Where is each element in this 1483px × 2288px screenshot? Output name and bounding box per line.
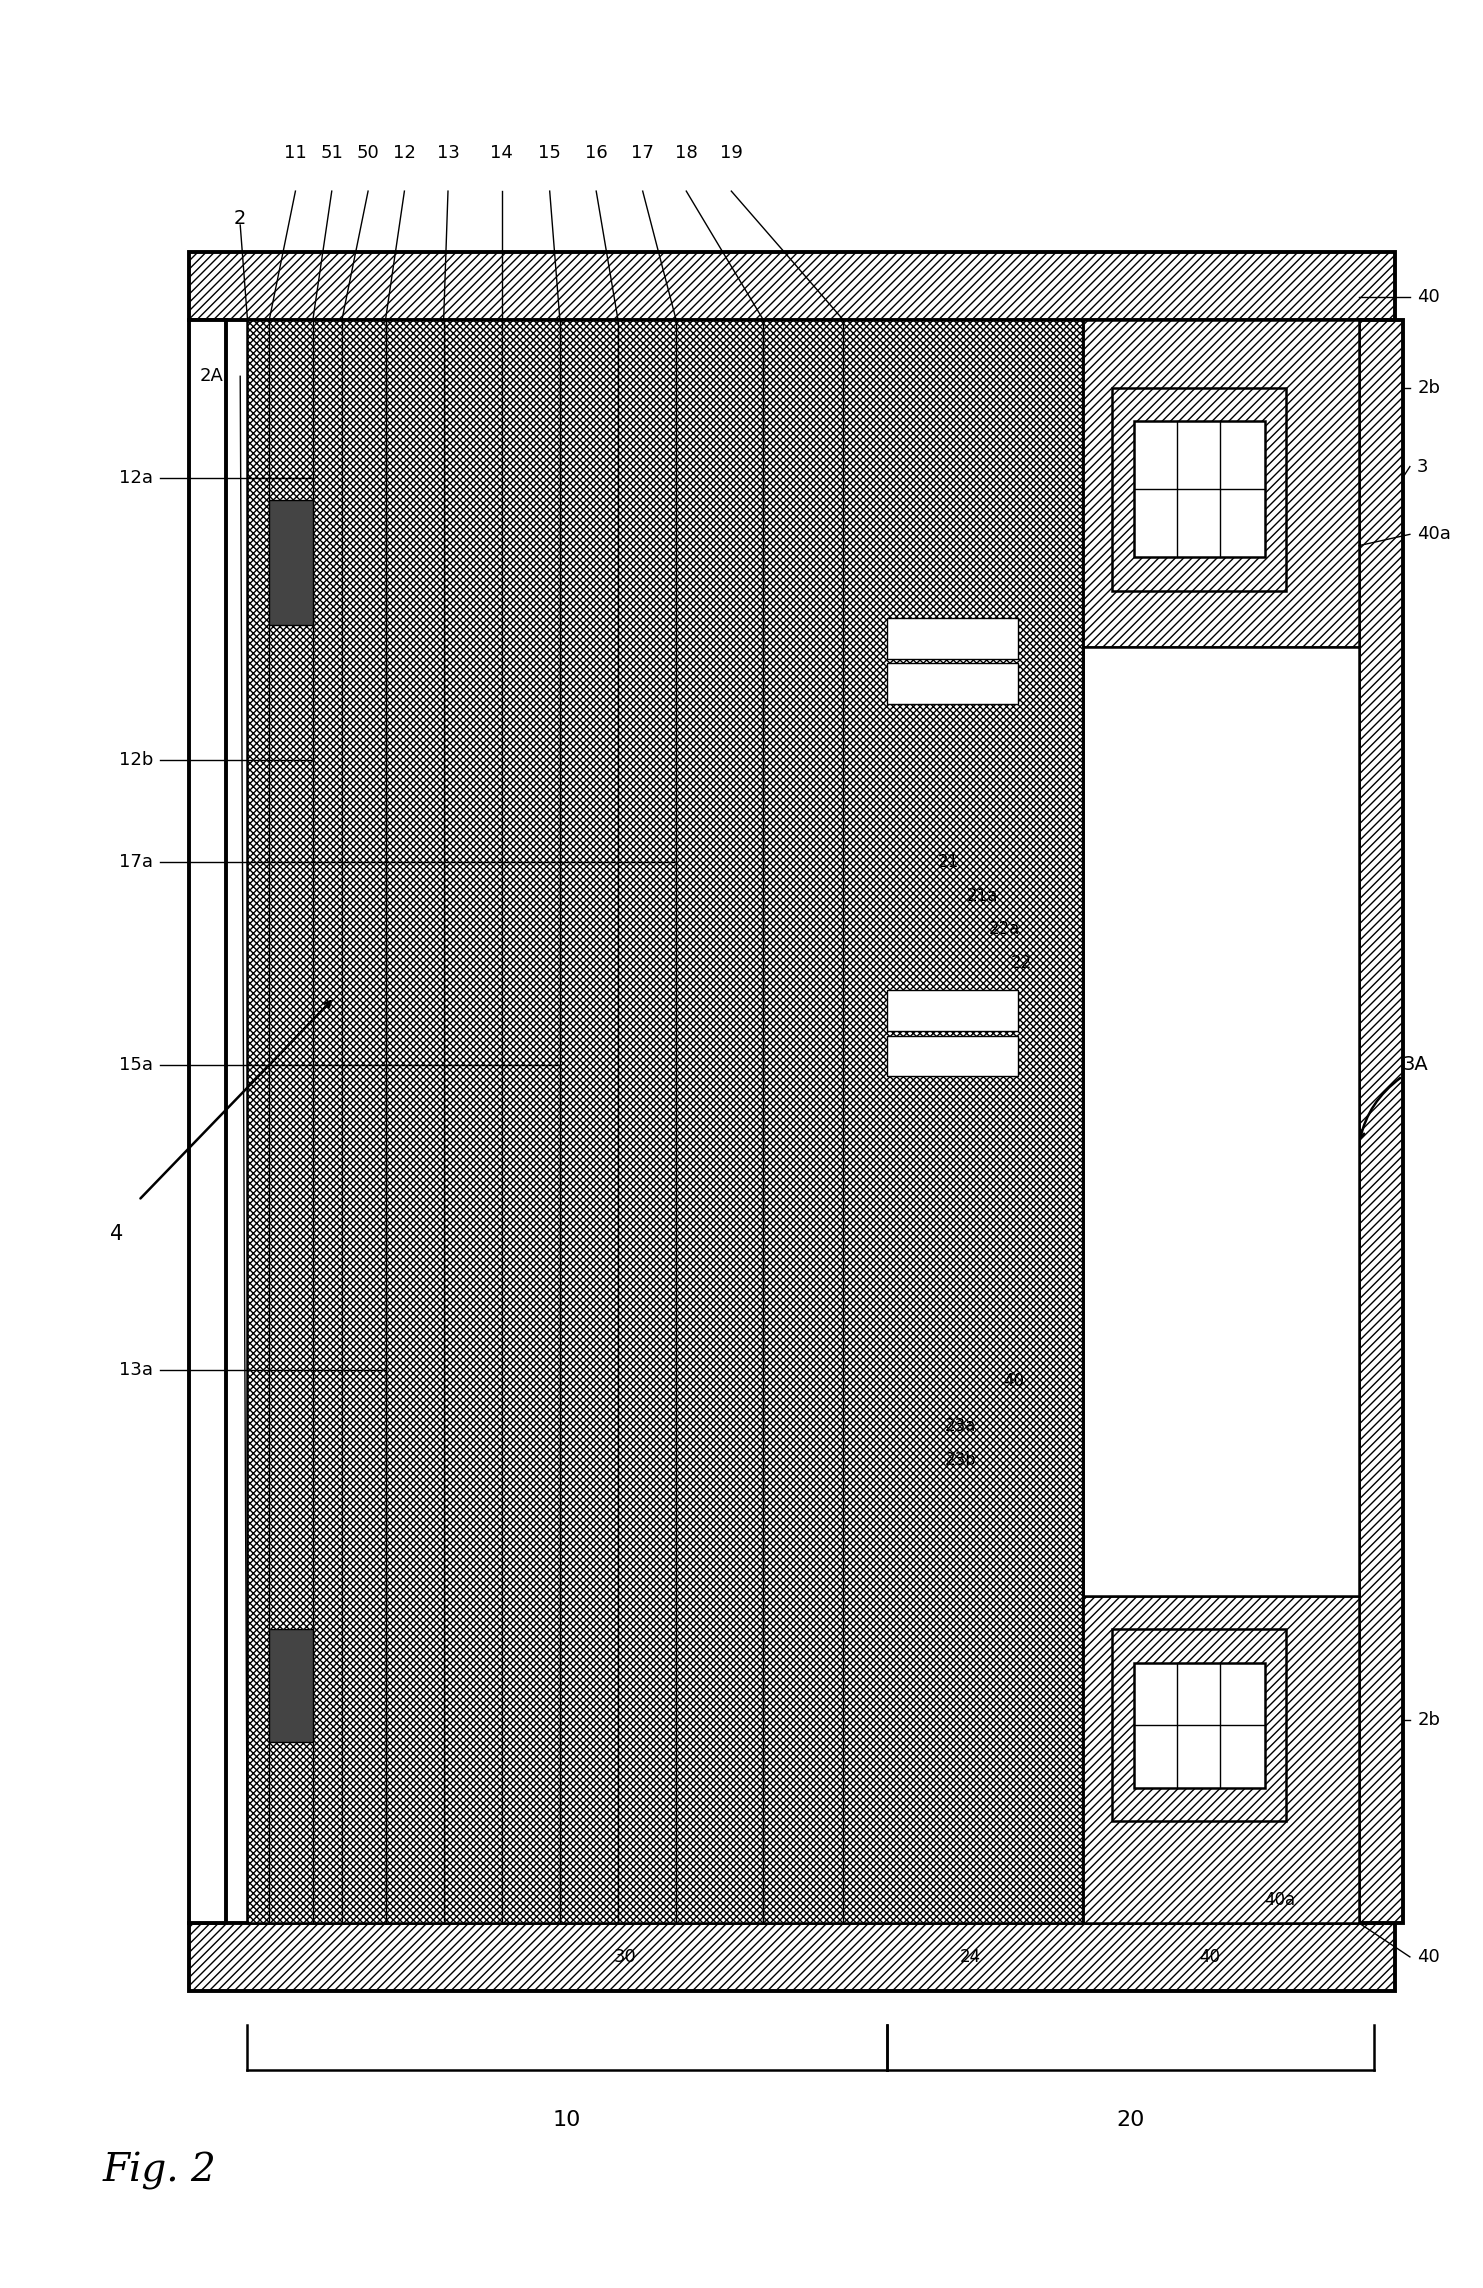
Polygon shape (1358, 320, 1403, 1922)
Text: 16: 16 (584, 144, 608, 162)
Text: 18: 18 (675, 144, 697, 162)
Text: 12a: 12a (119, 469, 153, 487)
Text: 3: 3 (1418, 458, 1428, 476)
Text: 40: 40 (1200, 1947, 1221, 1965)
Polygon shape (190, 320, 225, 1922)
Text: 30: 30 (614, 1947, 636, 1965)
Text: 15: 15 (538, 144, 561, 162)
Text: 23b: 23b (945, 1451, 977, 1469)
Text: 40: 40 (1003, 1373, 1025, 1391)
Text: 10: 10 (553, 2110, 581, 2130)
Text: 51: 51 (320, 144, 343, 162)
Text: 13: 13 (436, 144, 460, 162)
Text: 3A: 3A (1403, 1055, 1428, 1075)
Bar (887, 664, 1017, 705)
Text: 40a: 40a (1265, 1892, 1296, 1910)
Bar (887, 618, 1017, 659)
Text: 22a: 22a (989, 920, 1020, 938)
Polygon shape (1112, 1629, 1286, 1821)
Text: 14: 14 (491, 144, 513, 162)
Text: 21: 21 (937, 853, 960, 872)
Polygon shape (1083, 320, 1358, 648)
Text: 2: 2 (234, 208, 246, 229)
Text: 40: 40 (1418, 1947, 1440, 1965)
Polygon shape (190, 1922, 1396, 1991)
Bar (1134, 421, 1265, 556)
Polygon shape (1083, 1595, 1358, 1922)
Text: 21a: 21a (967, 888, 998, 904)
Text: 12b: 12b (119, 750, 153, 769)
Bar (1134, 1663, 1265, 1787)
Text: 4: 4 (110, 1224, 123, 1245)
Text: Fig. 2: Fig. 2 (102, 2153, 217, 2190)
Polygon shape (190, 252, 1396, 320)
Text: 2b: 2b (1418, 378, 1440, 396)
Text: 22: 22 (1010, 954, 1032, 972)
Text: 17: 17 (632, 144, 654, 162)
Bar (887, 1036, 1017, 1075)
Polygon shape (1112, 387, 1286, 590)
Text: 40a: 40a (1418, 526, 1450, 542)
Text: 19: 19 (719, 144, 743, 162)
Text: 20: 20 (1117, 2110, 1145, 2130)
Text: 23a: 23a (945, 1416, 976, 1435)
Bar (887, 991, 1017, 1032)
Text: 40: 40 (1418, 288, 1440, 307)
Text: 50: 50 (357, 144, 380, 162)
Text: 12: 12 (393, 144, 415, 162)
Polygon shape (248, 320, 1083, 1922)
Text: 24: 24 (960, 1947, 980, 1965)
Bar (1083, 648, 1358, 1595)
Text: 2A: 2A (199, 368, 222, 384)
Text: 13a: 13a (119, 1361, 153, 1380)
Text: 15a: 15a (119, 1057, 153, 1073)
Text: 2b: 2b (1418, 1711, 1440, 1730)
Text: 17a: 17a (119, 853, 153, 872)
Polygon shape (270, 1629, 313, 1743)
Text: 26: 26 (1265, 1711, 1286, 1730)
Polygon shape (270, 501, 313, 625)
Text: 11: 11 (285, 144, 307, 162)
